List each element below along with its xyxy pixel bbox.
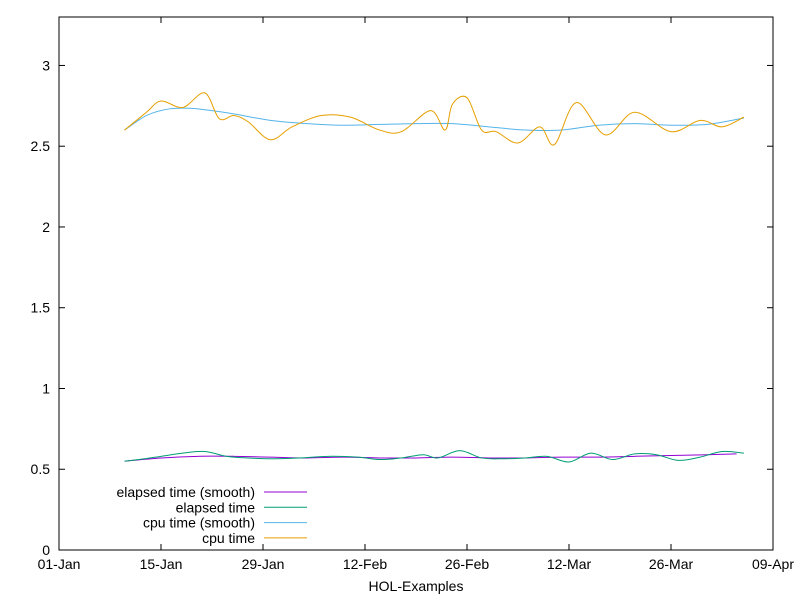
legend-label-elapsed-time: elapsed time [176,499,256,515]
x-axis-title: HOL-Examples [369,578,464,594]
y-tick-label: 1.5 [31,300,51,316]
y-tick-label: 0.5 [31,461,51,477]
y-tick-label: 2.5 [31,138,51,154]
x-tick-label: 12-Mar [547,556,592,572]
x-tick-label: 29-Jan [242,556,285,572]
y-tick-label: 1 [42,380,50,396]
x-tick-label: 15-Jan [140,556,183,572]
x-tick-label: 01-Jan [38,556,81,572]
x-tick-label: 09-Apr [752,556,794,572]
y-tick-label: 2 [42,219,50,235]
series-lines [124,92,745,463]
series-line-elapsed-time-smooth [124,453,737,462]
y-tick-label: 3 [42,57,50,73]
y-tick-label: 0 [42,542,50,558]
legend-label-elapsed-time-smooth: elapsed time (smooth) [116,484,255,500]
plot-frame [58,16,774,551]
x-tick-label: 26-Mar [649,556,694,572]
x-tick-label: 12-Feb [343,556,388,572]
legend-label-cpu-time: cpu time [202,530,255,546]
legend-label-cpu-time-smooth: cpu time (smooth) [143,515,255,531]
series-line-elapsed-time [124,450,744,463]
series-line-cpu-time [124,92,745,146]
series-line-cpu-time-smooth [124,107,744,132]
axis-ticks: 0 0.5 1 1.5 2 2.5 3 01-Jan 15-Jan 29-Jan 12-Feb 26-… [31,17,794,572]
x-tick-label: 26-Feb [445,556,490,572]
